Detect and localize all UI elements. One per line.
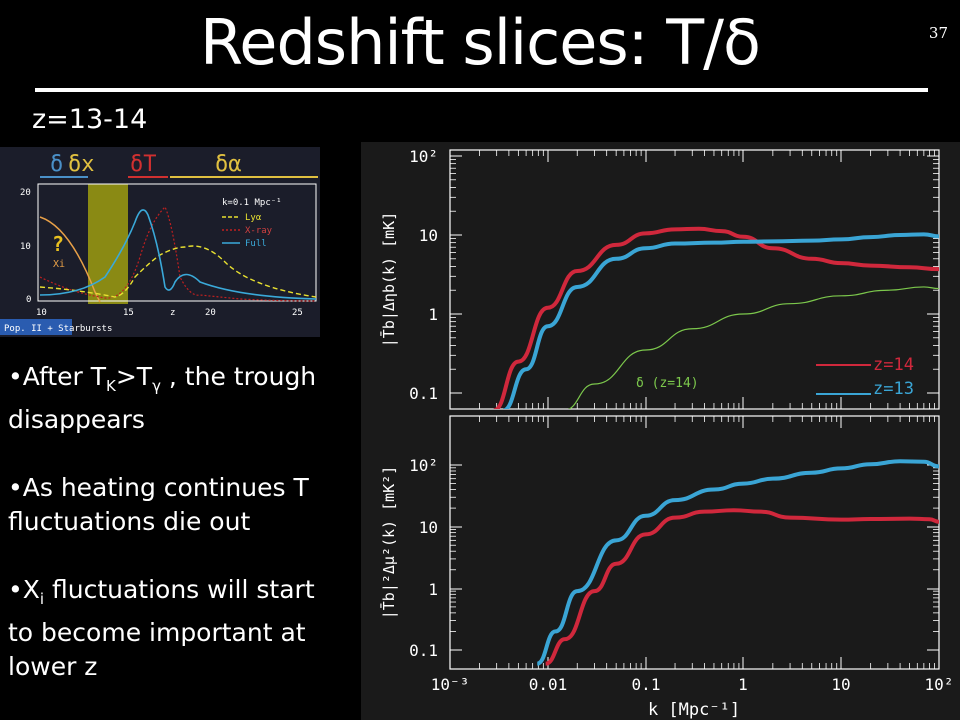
inset-band-delta: δ — [50, 152, 63, 177]
legend-label-z14: z=14 — [873, 355, 914, 375]
series-line-z14 — [545, 508, 939, 666]
bullet-3: •Xi fluctuations will start to become im… — [8, 573, 343, 684]
bullet-1: •After TK>Tγ , the trough disappears — [8, 360, 343, 437]
title-divider — [35, 88, 928, 92]
inset-ytick: 20 — [20, 188, 31, 198]
slide-number: 37 — [928, 24, 948, 42]
inset-question-mark: ? — [52, 232, 64, 256]
inset-ytick: 0 — [26, 295, 31, 305]
y-tick-label: 10 — [419, 518, 438, 537]
series-label-delta: δ (z=14) — [636, 376, 699, 391]
inset-figure: δ δx δT δα 20 10 0 10 15 20 25 z k=0.1 M… — [0, 147, 320, 337]
y-tick-label: 10 — [419, 226, 438, 245]
inset-legend-xray: X-ray — [245, 226, 273, 236]
figure-background — [361, 142, 960, 720]
y-axis-label: |T̄b|²Δμ²(k) [mK²] — [379, 466, 398, 620]
y-tick-label: 0.1 — [409, 641, 438, 660]
bullet-3-sub1: i — [39, 590, 45, 608]
plot-frame-1 — [449, 149, 940, 410]
x-axis-label: k [Mpc⁻¹] — [648, 700, 740, 720]
power-spectrum-figure: 0.1 1 10 10² |T̄b|Δηb(k) [mK] z=14 z=13 δ (z=14… — [361, 142, 960, 720]
series-line-z14 — [567, 286, 939, 409]
series-line-z14 — [492, 226, 939, 409]
inset-legend-full: Full — [245, 239, 267, 249]
x-tick-label: 10² — [925, 675, 954, 694]
inset-curve-full — [39, 209, 317, 300]
bullet-3-pre: •X — [8, 575, 40, 604]
plot-frame-2 — [449, 415, 940, 670]
inset-curve-delta — [39, 216, 101, 303]
bullet-1-post: , the trough disappears — [8, 362, 317, 434]
y-tick-label: 10² — [409, 147, 438, 166]
inset-curve-lya — [39, 245, 317, 298]
inset-footer: Pop. II + Starbursts — [4, 324, 112, 334]
bullet-list: •After TK>Tγ , the trough disappears •As… — [8, 360, 343, 718]
inset-band-deltaT: δT — [130, 152, 157, 177]
legend-label-z13: z=13 — [873, 379, 914, 399]
slide-title: Redshift slices: T/δ — [200, 6, 761, 79]
bullet-2: •As heating continues T fluctuations die… — [8, 473, 309, 536]
y-tick-label: 1 — [428, 305, 438, 324]
inset-xtick: 10 — [36, 308, 47, 318]
bullet-1-pre: •After T — [8, 362, 106, 391]
redshift-range-label: z=13-14 — [32, 104, 148, 135]
bullet-3-post: fluctuations will start to become import… — [8, 575, 315, 681]
bullet-1-sub1: K — [106, 377, 116, 395]
bullet-1-sub2: γ — [152, 377, 161, 395]
x-tick-label: 10⁻³ — [431, 675, 470, 694]
inset-background — [0, 147, 320, 337]
x-tick-label: 10 — [831, 675, 850, 694]
inset-xi-label: Xi — [53, 259, 65, 270]
inset-axes — [37, 183, 317, 302]
inset-band-deltaalpha: δα — [215, 152, 242, 177]
inset-xtick: 25 — [292, 308, 303, 318]
y-tick-label: 10² — [409, 456, 438, 475]
series-line-z13 — [536, 459, 939, 666]
bullet-1-mid: >T — [115, 362, 153, 391]
inset-xtick: 20 — [205, 308, 216, 318]
inset-footer-box — [0, 319, 72, 335]
inset-xlabel: z — [170, 308, 175, 318]
x-tick-label: 1 — [738, 675, 748, 694]
inset-xtick: 15 — [123, 308, 134, 318]
inset-ytick: 10 — [20, 242, 31, 252]
y-axis-label: |T̄b|Δηb(k) [mK] — [379, 212, 398, 347]
x-tick-label: 0.01 — [529, 675, 568, 694]
inset-yellow-band — [88, 184, 128, 304]
y-tick-label: 0.1 — [409, 384, 438, 403]
inset-band-deltax: δx — [68, 152, 95, 177]
inset-legend-title: k=0.1 Mpc⁻¹ — [222, 198, 282, 208]
x-tick-label: 0.1 — [632, 675, 661, 694]
series-line-z13 — [502, 232, 939, 409]
y-tick-label: 1 — [428, 580, 438, 599]
inset-curve-xray — [39, 205, 317, 302]
inset-legend-lya: Lyα — [245, 213, 262, 223]
